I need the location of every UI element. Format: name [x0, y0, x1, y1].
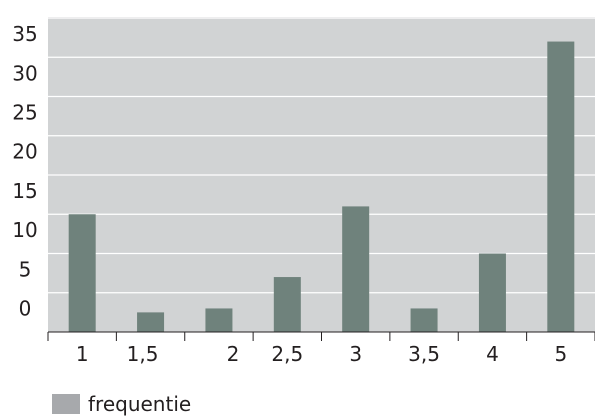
bar [478, 253, 506, 332]
x-tick-label: 1 [76, 342, 89, 366]
y-tick-label: 5 [19, 257, 32, 281]
x-tick-label: 1,5 [127, 342, 159, 366]
x-tick-label: 3,5 [408, 342, 440, 366]
bar [410, 308, 438, 332]
x-tick-label: 2,5 [271, 342, 303, 366]
bar [205, 308, 233, 332]
x-tick-label: 3 [349, 342, 362, 366]
y-tick-label: 30 [12, 61, 37, 85]
x-tick-label: 4 [486, 342, 499, 366]
y-tick-labels: 0 5 10 15 20 25 30 35 [12, 22, 37, 320]
y-tick-label: 10 [12, 218, 37, 242]
y-tick-label: 15 [12, 179, 37, 203]
legend-swatch [52, 394, 80, 414]
bar [137, 312, 165, 332]
bar-chart: 0 5 10 15 20 25 30 35 1 1,5 2 2,5 3 3,5 4 5 [12, 17, 595, 366]
legend: frequentie [52, 392, 191, 416]
y-tick-label: 20 [12, 140, 37, 164]
x-tick-marks [47, 332, 595, 341]
y-tick-label: 0 [19, 297, 32, 321]
legend-label: frequentie [88, 392, 192, 416]
bar [547, 41, 575, 333]
bar [342, 206, 370, 332]
y-tick-label: 25 [12, 101, 37, 125]
x-tick-labels: 1 1,5 2 2,5 3 3,5 4 5 [76, 342, 567, 366]
x-tick-label: 2 [227, 342, 240, 366]
bar [68, 214, 96, 332]
grid-lines [48, 17, 595, 294]
bars [68, 41, 575, 333]
y-tick-label: 35 [12, 22, 37, 46]
x-tick-label: 5 [554, 342, 567, 366]
bar [273, 277, 301, 332]
